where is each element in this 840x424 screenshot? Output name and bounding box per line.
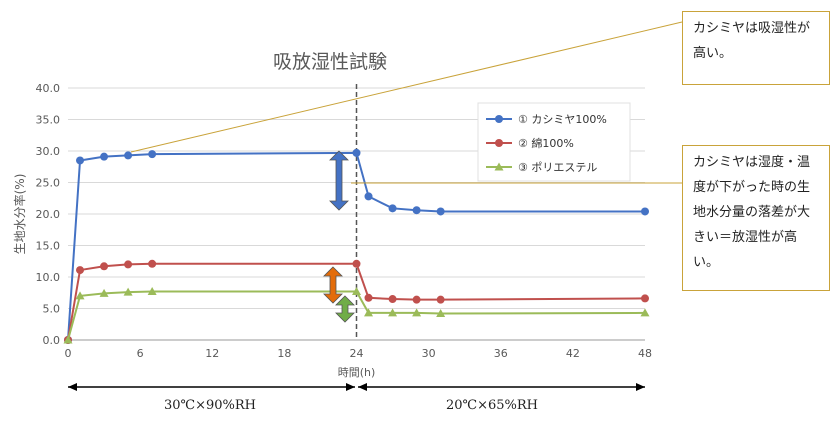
data-point <box>364 293 373 302</box>
data-point <box>148 259 157 268</box>
data-point <box>76 266 85 275</box>
x-tick-label: 0 <box>65 347 72 360</box>
data-point <box>100 262 109 271</box>
annotation-release: カシミヤは湿度・温度が下がった時の生地水分量の落差が大きい＝放湿性が高い。 <box>682 145 830 291</box>
data-point <box>412 308 422 317</box>
data-point <box>124 260 133 269</box>
data-point <box>388 295 397 304</box>
arrow-cotton-drop <box>323 266 343 304</box>
x-tick-label: 48 <box>638 347 652 360</box>
y-tick-label: 35.0 <box>36 114 61 127</box>
callout-line-1 <box>130 21 683 153</box>
data-point <box>640 308 650 317</box>
data-point <box>641 294 649 303</box>
data-point <box>352 148 361 157</box>
condition-arrow-1-head-right <box>346 383 355 391</box>
data-point <box>364 308 374 317</box>
y-tick-label: 20.0 <box>36 208 61 221</box>
condition-arrow-2-head-right <box>636 383 645 391</box>
y-tick-label: 30.0 <box>36 145 61 158</box>
arrow-cashmere-drop <box>329 150 349 211</box>
data-point <box>352 259 361 268</box>
x-tick-label: 6 <box>137 347 144 360</box>
data-point <box>124 151 133 160</box>
y-axis-label: 生地水分率(%) <box>12 174 27 255</box>
data-point <box>123 287 133 296</box>
y-tick-label: 15.0 <box>36 240 61 253</box>
data-point <box>412 206 421 215</box>
x-tick-label: 24 <box>350 347 364 360</box>
data-point <box>147 286 157 295</box>
condition-label-1: 30℃×90%RH <box>164 398 256 413</box>
arrow-polyester-drop <box>335 295 355 323</box>
data-point <box>436 207 445 216</box>
legend-marker <box>495 139 503 147</box>
y-tick-label: 5.0 <box>43 303 61 316</box>
data-point <box>76 156 85 165</box>
y-tick-label: 10.0 <box>36 271 61 284</box>
legend-label: ② 綿100% <box>518 136 574 150</box>
data-point <box>388 308 398 317</box>
x-tick-label: 18 <box>277 347 291 360</box>
y-tick-label: 25.0 <box>36 177 61 190</box>
legend-label: ③ ポリエステル <box>518 161 597 174</box>
x-tick-label: 36 <box>494 347 508 360</box>
x-axis-label: 時間(h) <box>338 366 376 379</box>
legend-marker <box>494 162 504 171</box>
legend-marker <box>495 115 503 123</box>
data-point <box>100 152 109 161</box>
data-point <box>99 288 109 297</box>
data-point <box>641 207 649 216</box>
data-point <box>388 204 397 213</box>
data-point <box>75 291 85 300</box>
data-point <box>148 150 157 159</box>
annotation-absorb: カシミヤは吸湿性が高い。 <box>682 11 830 85</box>
x-tick-label: 42 <box>566 347 580 360</box>
condition-label-2: 20℃×65%RH <box>446 398 538 413</box>
legend-label: ① カシミヤ100% <box>518 113 607 126</box>
condition-arrow-1-head-left <box>68 383 77 391</box>
data-point <box>436 295 445 304</box>
condition-arrow-2-head-left <box>358 383 367 391</box>
y-tick-label: 0.0 <box>43 334 61 347</box>
x-tick-label: 12 <box>205 347 219 360</box>
y-tick-label: 40.0 <box>36 82 61 95</box>
data-point <box>63 335 73 344</box>
data-point <box>352 286 361 295</box>
data-point <box>412 295 421 304</box>
data-point <box>436 309 446 318</box>
x-tick-label: 30 <box>422 347 436 360</box>
data-point <box>364 192 373 201</box>
chart-title: 吸放湿性試験 <box>273 51 387 73</box>
